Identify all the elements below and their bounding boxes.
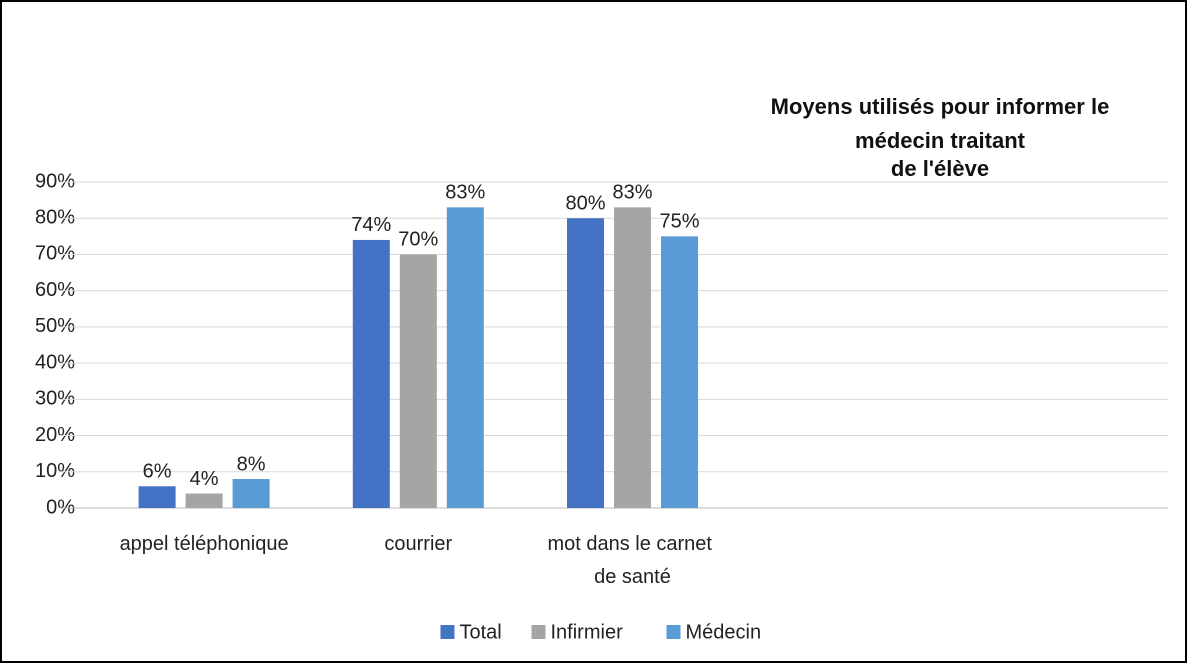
data-label: 83% — [612, 182, 652, 204]
y-tick-label: 70% — [35, 243, 75, 265]
bar — [185, 493, 223, 508]
data-label: 4% — [190, 468, 219, 490]
data-label: 80% — [565, 193, 605, 215]
x-tick-label: mot dans le carnet de santé — [547, 533, 717, 588]
y-tick-label: 90% — [35, 170, 75, 192]
data-label: 70% — [398, 229, 438, 251]
x-tick-label: appel téléphonique — [120, 533, 289, 555]
data-label: 8% — [237, 453, 266, 475]
legend-label: Médecin — [686, 621, 762, 643]
data-label: 74% — [351, 214, 391, 236]
y-tick-label: 60% — [35, 279, 75, 301]
legend-swatch — [440, 625, 455, 639]
y-tick-label: 50% — [35, 315, 75, 337]
bar — [446, 207, 484, 508]
y-tick-label: 80% — [35, 207, 75, 229]
legend-label: Total — [460, 621, 502, 643]
bar — [232, 479, 270, 508]
y-tick-label: 30% — [35, 388, 75, 410]
y-tick-label: 10% — [35, 460, 75, 482]
x-tick-label: courrier — [384, 533, 452, 555]
bar — [567, 218, 604, 508]
bar — [138, 486, 176, 508]
bar — [661, 236, 698, 509]
chart-title: de l'élève — [891, 156, 989, 181]
data-label: 6% — [143, 461, 172, 483]
legend-swatch — [666, 625, 681, 639]
bar — [614, 207, 651, 508]
y-tick-label: 0% — [46, 496, 75, 518]
chart-title: médecin traitant — [855, 128, 1026, 153]
bar — [399, 254, 437, 508]
y-tick-label: 20% — [35, 424, 75, 446]
bar — [352, 239, 390, 508]
legend-label: Infirmier — [551, 621, 624, 643]
data-label: 83% — [445, 182, 485, 204]
y-tick-label: 40% — [35, 351, 75, 373]
chart-title: Moyens utilisés pour informer le — [771, 94, 1110, 119]
legend-swatch — [531, 625, 546, 639]
data-label: 75% — [659, 211, 699, 233]
